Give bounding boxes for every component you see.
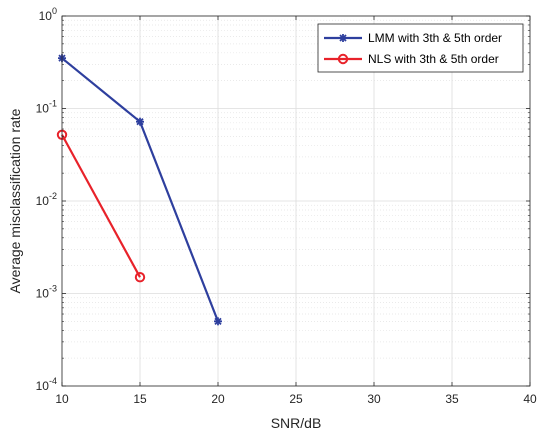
data-point: [134, 272, 146, 283]
x-axis-title: SNR/dB: [271, 415, 322, 431]
y-tick-label: 10-4: [36, 376, 57, 393]
x-tick-label: 10: [55, 392, 69, 406]
marker-stroke: [214, 317, 222, 325]
data-point: [136, 117, 144, 126]
tick-labels: 10 15 20 25 30 35 40 100 10-1 10-2 10-3 10-4: [36, 6, 537, 406]
y-tick-label: 100: [39, 6, 57, 23]
legend-swatch-marker: [339, 34, 347, 42]
marker-stroke: [136, 118, 144, 126]
data-point: [214, 317, 222, 326]
x-tick-label: 20: [211, 392, 225, 406]
marker-stroke: [339, 34, 347, 42]
legend: LMM with 3th & 5th order NLS with 3th & 5…: [317, 23, 524, 73]
y-tick-label: 10-2: [36, 191, 57, 208]
legend-item-1: LMM with 3th & 5th order: [324, 31, 502, 45]
legend-item-2: NLS with 3th & 5th order: [324, 52, 499, 66]
legend-label: LMM with 3th & 5th order: [368, 31, 502, 45]
x-tick-label: 25: [289, 392, 303, 406]
y-tick-label: 10-3: [36, 284, 57, 301]
series-line: [61, 134, 141, 278]
x-tick-label: 30: [367, 392, 381, 406]
y-axis-title: Average misclassification rate: [7, 108, 23, 293]
legend-label: NLS with 3th & 5th order: [368, 52, 499, 66]
x-tick-label: 40: [523, 392, 537, 406]
legend-swatch-marker: [337, 53, 349, 65]
y-tick-label: 10-1: [36, 99, 57, 116]
grid-layer: [61, 15, 531, 387]
x-tick-label: 35: [445, 392, 459, 406]
axes-frame: [61, 15, 531, 387]
legend-box: [317, 23, 524, 73]
x-tick-label: 15: [133, 392, 147, 406]
